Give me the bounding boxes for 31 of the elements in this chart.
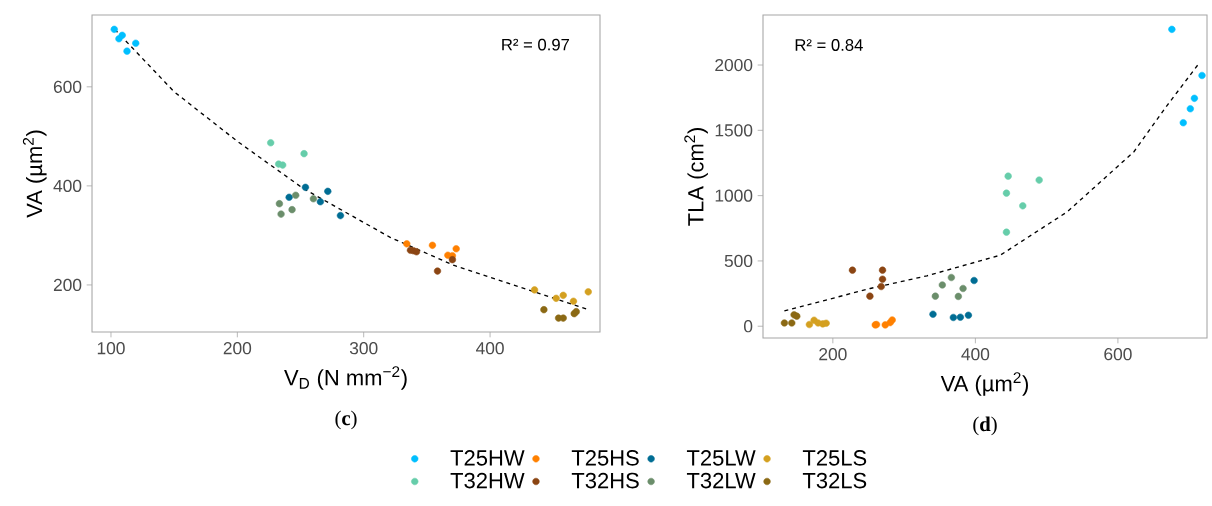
- x-tick-label: 200: [223, 342, 252, 355]
- y-tick-label: 600: [53, 80, 82, 93]
- annotation: R² = 0.97: [502, 38, 570, 51]
- y-tick-label: 0: [743, 320, 753, 333]
- legend-label: T32LW: [686, 472, 756, 489]
- legend-label: T25HS: [571, 450, 639, 466]
- x-axis-title: V$_{D}$ (N mm$^{−2}$): [284, 366, 407, 390]
- legend-label: T25LS: [802, 450, 867, 466]
- x-axis-title: VA (µm$^{2}$): [940, 372, 1028, 396]
- legend-label: T32LS: [802, 472, 867, 489]
- y-axis-title: TLA (cm$^{2}$): [684, 128, 708, 226]
- annotation: R² = 0.84: [795, 39, 863, 51]
- y-tick-label: 1000: [715, 189, 753, 202]
- x-tick-label: 200: [819, 348, 847, 361]
- y-axis-title: VA (µm$^{2}$): [22, 130, 47, 218]
- legend-label: T25HW: [450, 450, 525, 466]
- y-tick-label: 500: [724, 254, 753, 268]
- x-tick-label: 600: [1104, 348, 1132, 361]
- legend-label: T25LW: [686, 450, 756, 466]
- text: (c): [335, 410, 357, 430]
- legend-label: T32HS: [571, 472, 639, 489]
- x-tick-label: 300: [349, 342, 378, 355]
- x-tick-label: 400: [476, 342, 504, 355]
- y-tick-label: 2000: [715, 58, 753, 72]
- y-tick-label: 1500: [715, 124, 753, 137]
- y-tick-label: 200: [53, 278, 82, 292]
- x-tick-label: 100: [97, 342, 125, 355]
- y-tick-label: 400: [53, 179, 82, 193]
- text: (d): [973, 416, 997, 436]
- legend-label: T32HW: [450, 472, 525, 489]
- x-tick-label: 400: [961, 348, 990, 361]
